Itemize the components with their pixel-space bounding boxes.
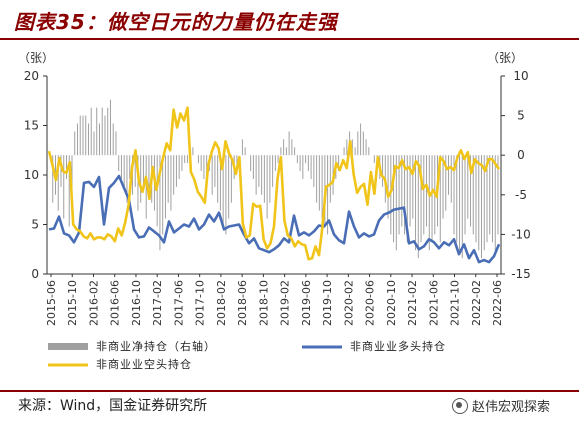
right-tick-label: 5 <box>517 109 525 123</box>
right-axis-unit: （张） <box>487 51 523 65</box>
x-tick-label: 2019-06 <box>300 280 313 326</box>
x-tick-label: 2015-06 <box>45 280 58 326</box>
left-tick-label: 10 <box>24 168 39 182</box>
x-tick-label: 2016-06 <box>109 280 122 326</box>
title-divider <box>0 38 579 40</box>
x-tick-label: 2018-06 <box>236 280 249 326</box>
x-tick-label: 2019-10 <box>321 280 334 326</box>
long-position-line <box>48 174 501 264</box>
legend-label-short: 非商业业空头持仓 <box>96 357 192 371</box>
footer-divider <box>0 390 579 392</box>
x-tick-label: 2022-02 <box>470 280 483 326</box>
x-tick-label: 2021-06 <box>427 280 440 326</box>
x-tick-label: 2016-02 <box>87 280 100 326</box>
right-tick-label: -5 <box>515 188 527 202</box>
chart-title: 图表35：做空日元的力量仍在走强 <box>14 10 338 34</box>
legend-label-net: 非商业净持仓（右轴） <box>96 339 216 353</box>
wechat-icon <box>452 397 468 414</box>
right-tick-label: -15 <box>511 267 531 281</box>
x-tick-label: 2017-06 <box>172 280 185 326</box>
x-tick-label: 2015-10 <box>66 280 79 326</box>
watermark: 赵伟宏观探索 <box>452 396 550 415</box>
right-tick-label: 10 <box>513 69 528 83</box>
short-position-line <box>47 106 501 261</box>
x-tick-label: 2017-10 <box>194 280 207 326</box>
x-tick-label: 2021-02 <box>406 280 419 326</box>
chart-area: （张） （张） 0 5 10 15 20 -15 -10 -5 0 5 10 2015-06 2015-10… <box>18 51 531 371</box>
x-tick-label: 2021-10 <box>449 280 462 326</box>
x-tick-label: 2020-06 <box>364 280 377 326</box>
left-tick-label: 0 <box>31 267 39 281</box>
right-tick-label: 0 <box>517 148 525 162</box>
x-tick-label: 2018-10 <box>257 280 270 326</box>
left-axis-unit: （张） <box>18 51 54 65</box>
legend-swatch-net <box>48 343 88 350</box>
x-tick-label: 2020-10 <box>385 280 398 326</box>
legend-label-long: 非商业业多头持仓 <box>350 339 446 353</box>
x-tick-label: 2019-02 <box>279 280 292 326</box>
x-tick-label: 2017-02 <box>151 280 164 326</box>
x-tick-label: 2018-02 <box>215 280 228 326</box>
title-bar: 图表35：做空日元的力量仍在走强 <box>0 0 579 40</box>
source-note: 来源：Wind，国金证券研究所 <box>18 398 208 414</box>
x-tick-label: 2016-10 <box>130 280 143 326</box>
x-tick-label: 2020-02 <box>342 280 355 326</box>
watermark-text: 赵伟宏观探索 <box>472 400 551 415</box>
left-tick-label: 15 <box>24 119 39 133</box>
left-tick-label: 20 <box>24 69 39 83</box>
right-tick-label: -10 <box>511 227 531 241</box>
x-tick-label: 2022-06 <box>491 280 504 326</box>
left-tick-label: 5 <box>31 218 39 232</box>
